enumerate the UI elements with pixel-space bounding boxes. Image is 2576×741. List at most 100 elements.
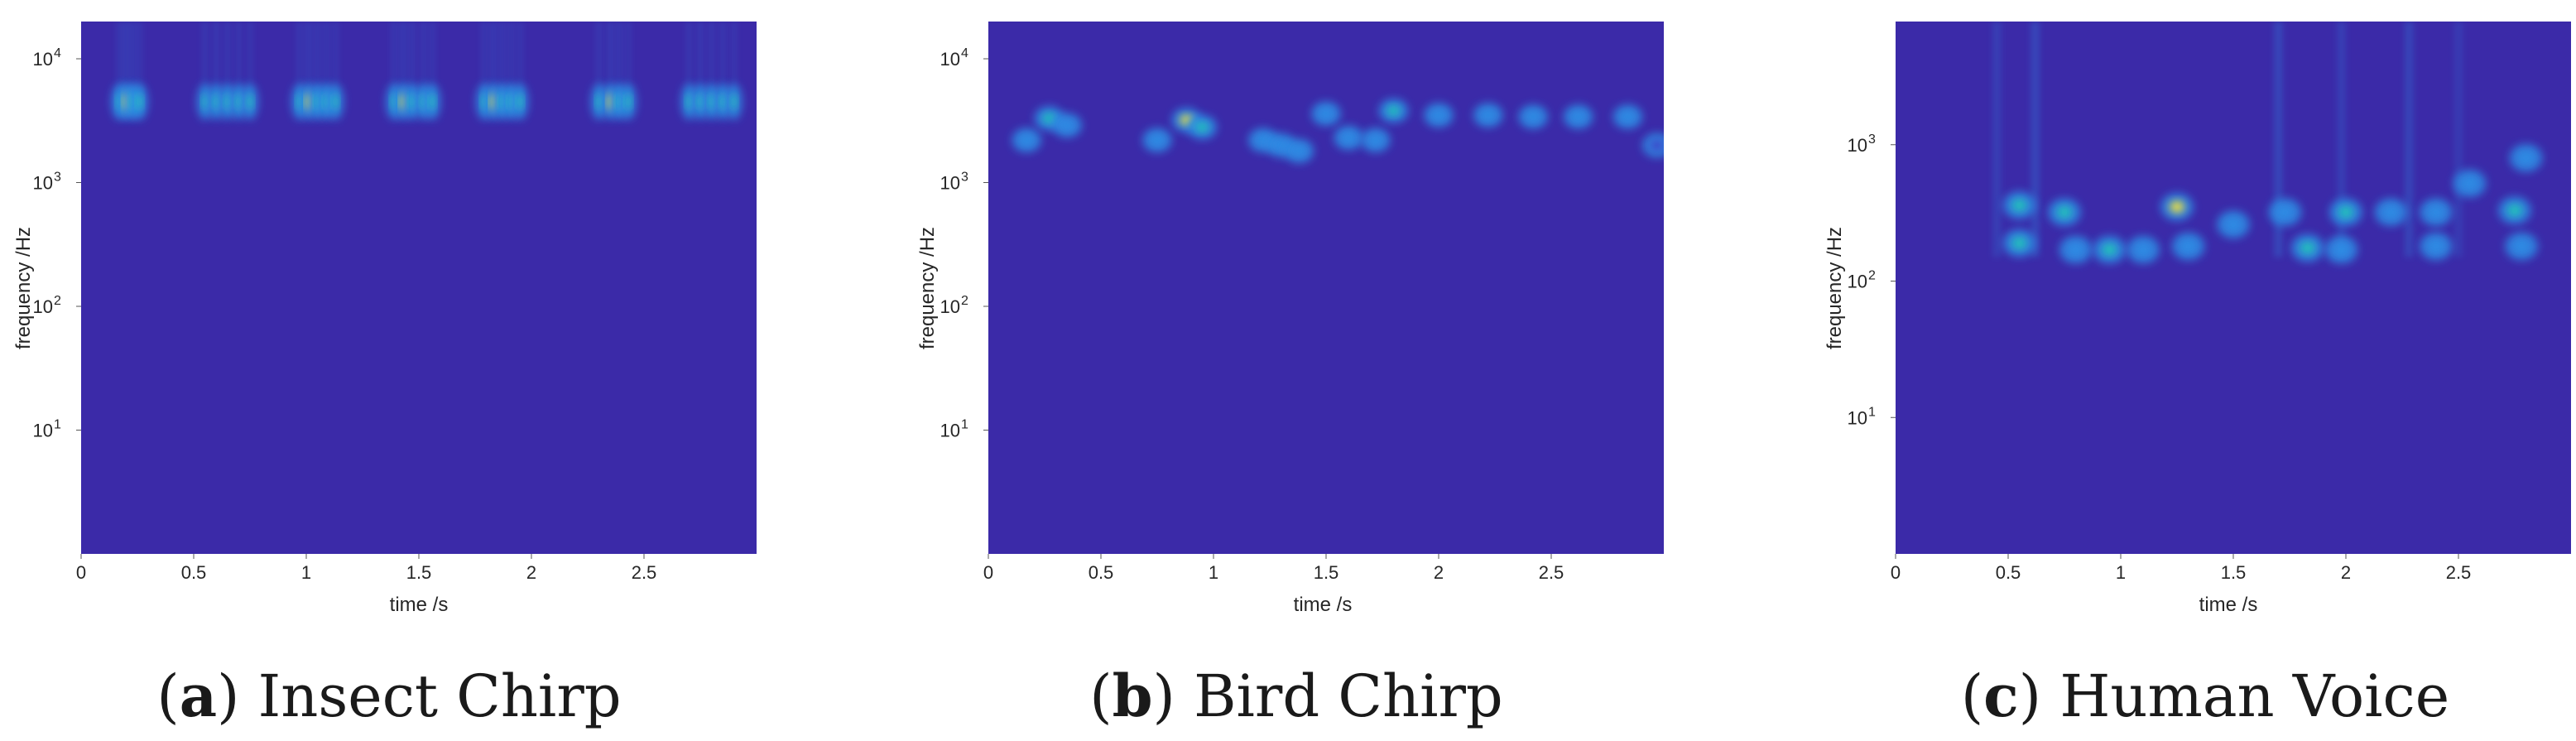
energy-blob bbox=[2068, 243, 2083, 256]
harmonic-streak bbox=[430, 22, 435, 90]
x-axis-label: time /s bbox=[2199, 594, 2258, 616]
harmonic-streak bbox=[392, 22, 396, 90]
caption-text: Bird Chirp bbox=[1194, 662, 1503, 730]
energy-blob bbox=[625, 93, 632, 110]
energy-blob bbox=[731, 93, 738, 110]
energy-blob bbox=[213, 93, 219, 110]
y-tick-label: 10 bbox=[940, 296, 960, 317]
x-tick-label: 0.5 bbox=[181, 562, 207, 583]
energy-blob bbox=[224, 93, 231, 110]
energy-streak bbox=[2274, 22, 2283, 257]
energy-blob bbox=[2518, 152, 2534, 164]
x-tick-label: 0.5 bbox=[1089, 562, 1114, 583]
x-tick-label: 1 bbox=[301, 562, 311, 583]
energy-streak bbox=[2031, 22, 2040, 257]
x-tick-label: 1 bbox=[2116, 562, 2126, 583]
y-tick-exponent: 1 bbox=[1868, 405, 1876, 419]
harmonic-streak bbox=[236, 22, 241, 90]
energy-blob bbox=[202, 93, 208, 110]
y-tick-label: 10 bbox=[1848, 135, 1867, 156]
energy-blob bbox=[247, 93, 253, 110]
energy-blob bbox=[333, 93, 339, 110]
energy-blob bbox=[2011, 237, 2027, 249]
energy-blob bbox=[1042, 113, 1056, 124]
energy-blob bbox=[1151, 135, 1164, 146]
caption-letter: b bbox=[1113, 662, 1153, 730]
x-tick-label: 0.5 bbox=[1996, 562, 2021, 583]
y-tick-exponent: 2 bbox=[1868, 269, 1876, 283]
energy-blob bbox=[2338, 206, 2353, 219]
x-tick-label: 2 bbox=[526, 562, 536, 583]
energy-blob bbox=[1621, 111, 1635, 123]
spectrogram-content bbox=[1992, 22, 2543, 264]
energy-blob bbox=[1274, 140, 1288, 151]
x-tick-label: 0 bbox=[983, 562, 993, 583]
energy-blob bbox=[1651, 140, 1664, 151]
harmonic-streak bbox=[248, 22, 252, 90]
y-tick-label: 10 bbox=[940, 173, 960, 194]
energy-blob bbox=[430, 93, 435, 110]
x-axis-label: time /s bbox=[390, 594, 449, 616]
harmonic-streak bbox=[131, 22, 136, 90]
energy-blob bbox=[2057, 206, 2072, 219]
harmonic-streak bbox=[720, 22, 725, 90]
y-tick-exponent: 3 bbox=[1868, 132, 1876, 147]
y-tick-label: 10 bbox=[1848, 272, 1867, 292]
harmonic-streak bbox=[123, 22, 128, 90]
y-tick-exponent: 3 bbox=[961, 171, 968, 185]
harmonic-streak bbox=[517, 22, 522, 90]
x-tick-label: 0 bbox=[76, 562, 86, 583]
energy-blob bbox=[2383, 206, 2399, 219]
y-axis-label: frequency /Hz bbox=[1824, 227, 1846, 349]
caption-letter: c bbox=[1983, 662, 2019, 730]
energy-blob bbox=[1387, 105, 1401, 116]
caption-text: Human Voice bbox=[2059, 662, 2449, 730]
y-tick-exponent: 4 bbox=[961, 46, 968, 60]
harmonic-streak bbox=[608, 22, 613, 90]
harmonic-streak bbox=[410, 22, 415, 90]
x-tick-label: 2 bbox=[2341, 562, 2351, 583]
spectrogram-content bbox=[1012, 98, 1664, 164]
x-tick-label: 0 bbox=[1891, 562, 1901, 583]
energy-blob bbox=[137, 93, 143, 110]
harmonic-streak bbox=[306, 22, 311, 90]
energy-blob bbox=[2429, 240, 2444, 253]
y-axis-label: frequency /Hz bbox=[12, 227, 35, 349]
harmonic-streak bbox=[225, 22, 230, 90]
energy-blob bbox=[2462, 177, 2477, 190]
energy-blob bbox=[2102, 243, 2117, 256]
harmonic-streak bbox=[491, 22, 496, 90]
y-axis-label: frequency /Hz bbox=[916, 227, 939, 349]
energy-blob bbox=[596, 93, 602, 110]
energy-blob bbox=[517, 93, 523, 110]
harmonic-streak bbox=[709, 22, 714, 90]
harmonic-streak bbox=[732, 22, 737, 90]
x-tick-label: 2.5 bbox=[1539, 562, 1564, 583]
energy-blob bbox=[1060, 120, 1074, 131]
spectrogram-content bbox=[111, 22, 743, 120]
energy-blob bbox=[1319, 108, 1333, 119]
caption-text: Insect Chirp bbox=[258, 662, 622, 730]
x-tick-label: 1.5 bbox=[406, 562, 432, 583]
energy-blob bbox=[1369, 135, 1382, 146]
energy-streak bbox=[1992, 22, 2002, 257]
harmonic-streak bbox=[617, 22, 622, 90]
harmonic-streak bbox=[482, 22, 487, 90]
energy-blob bbox=[409, 93, 416, 110]
harmonic-streak bbox=[698, 22, 703, 90]
x-tick-label: 2 bbox=[1434, 562, 1444, 583]
energy-blob bbox=[1432, 110, 1445, 121]
energy-blob bbox=[709, 93, 714, 110]
harmonic-streak bbox=[500, 22, 505, 90]
y-tick-exponent: 1 bbox=[54, 418, 61, 432]
harmonic-streak bbox=[401, 22, 406, 90]
energy-blob bbox=[2136, 243, 2151, 256]
caption-b: (b) Bird Chirp bbox=[1089, 662, 1502, 730]
energy-blob bbox=[1342, 132, 1355, 143]
energy-blob bbox=[2514, 240, 2529, 253]
energy-blob bbox=[2429, 206, 2444, 219]
harmonic-streak bbox=[686, 22, 691, 90]
